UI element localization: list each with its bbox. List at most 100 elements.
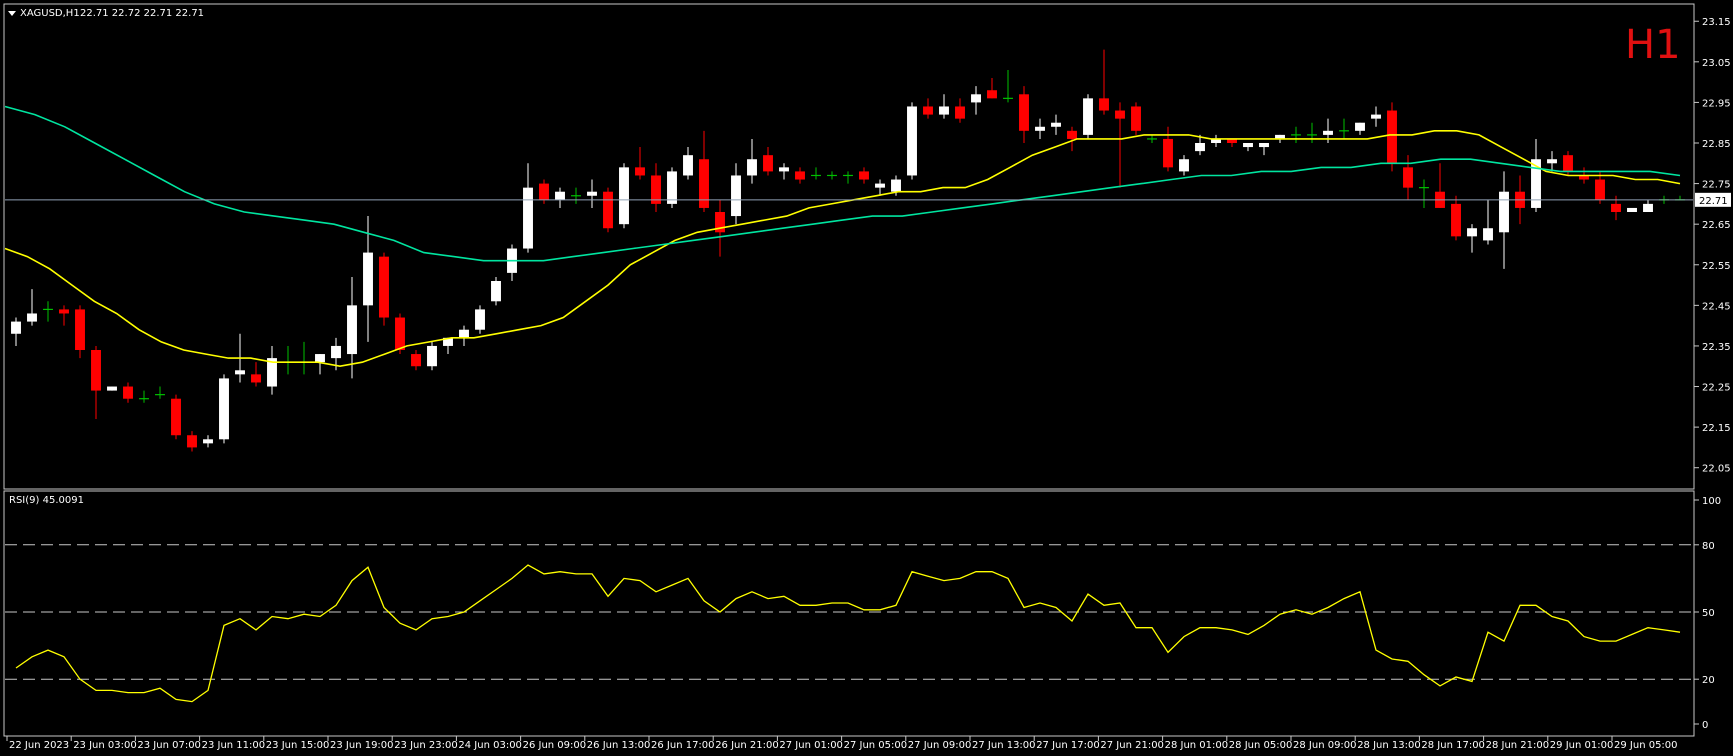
rsi-axis: 100 80 50 20 0 — [5, 496, 1721, 731]
candle-body — [459, 329, 469, 338]
candle-body — [603, 191, 613, 229]
candle — [443, 337, 453, 355]
candle — [251, 362, 261, 387]
candle — [1371, 106, 1381, 127]
candle — [667, 167, 677, 208]
candle-body — [1595, 179, 1605, 200]
candle-body — [1355, 122, 1365, 131]
candle — [1067, 126, 1077, 152]
candle-body — [59, 309, 69, 314]
price-tick-label: 22.75 — [1702, 180, 1731, 191]
time-tick-label: 27 Jun 05:00 — [844, 740, 908, 751]
candle — [763, 147, 773, 176]
ohlc-readout: 22.71 22.72 22.71 22.71 — [80, 8, 204, 19]
candle — [187, 431, 197, 452]
candle — [107, 386, 117, 391]
candle-body — [1371, 114, 1381, 119]
symbol-label: XAGUSD,H1 — [20, 8, 80, 19]
rsi-tick-label: 20 — [1702, 675, 1715, 686]
candle-body — [75, 309, 85, 350]
price-tick-label: 22.35 — [1702, 342, 1731, 353]
candle — [123, 382, 133, 403]
candle-body — [923, 106, 933, 115]
candle — [1483, 199, 1493, 245]
price-tick-label: 22.85 — [1702, 139, 1731, 150]
candle — [427, 341, 437, 371]
candle-body — [1067, 130, 1077, 139]
candle-body — [971, 94, 981, 103]
price-tick-label: 22.65 — [1702, 220, 1731, 231]
candle-body — [555, 191, 565, 200]
candle-body — [1531, 159, 1541, 208]
candle — [1051, 114, 1061, 135]
candle — [379, 252, 389, 326]
candle-body — [1243, 143, 1253, 148]
candle-body — [859, 171, 869, 180]
candle-body — [539, 183, 549, 200]
rsi-tick-label: 100 — [1702, 496, 1721, 507]
rsi-tick-label: 0 — [1702, 720, 1708, 731]
collapse-triangle-icon[interactable] — [8, 11, 16, 16]
candle-body — [219, 378, 229, 440]
candle — [395, 313, 405, 355]
candle-body — [1131, 106, 1141, 131]
candle-body — [1499, 191, 1509, 233]
candle — [747, 138, 757, 184]
candle — [1035, 118, 1045, 139]
candle-body — [667, 171, 677, 204]
candle — [987, 78, 997, 99]
candle-body — [1403, 167, 1413, 188]
candle — [27, 289, 37, 326]
candle-body — [795, 171, 805, 180]
price-tick-label: 23.15 — [1702, 17, 1731, 28]
candle-body — [1019, 94, 1029, 131]
candle-body — [1227, 138, 1237, 143]
price-tick-label: 22.25 — [1702, 383, 1731, 394]
candle — [363, 216, 373, 342]
candle — [1099, 49, 1109, 115]
time-tick-label: 29 Jun 01:00 — [1550, 740, 1614, 751]
candle — [827, 171, 837, 180]
candle — [699, 130, 709, 212]
time-tick-label: 28 Jun 01:00 — [1165, 740, 1229, 751]
candle-body — [91, 350, 101, 391]
moving-averages — [4, 105, 1681, 368]
candle — [1419, 179, 1429, 208]
candle — [971, 86, 981, 115]
candle-body — [363, 252, 373, 306]
timeframe-badge: H1 — [1625, 22, 1681, 68]
candle — [1083, 94, 1093, 139]
candle-body — [315, 354, 325, 363]
candle — [267, 345, 277, 395]
candle — [1675, 195, 1685, 201]
candle-body — [1579, 175, 1589, 180]
candle — [923, 98, 933, 119]
candle-body — [411, 354, 421, 367]
candle — [1003, 69, 1013, 103]
candle — [843, 171, 853, 184]
candle-body — [891, 179, 901, 192]
candle-body — [1099, 98, 1109, 111]
rsi-tick-label: 80 — [1702, 541, 1715, 552]
candle — [507, 244, 517, 281]
candle — [491, 276, 501, 306]
candle — [1019, 86, 1029, 143]
price-tick-label: 22.95 — [1702, 98, 1731, 109]
rsi-tick-label: 50 — [1702, 608, 1715, 619]
candle-body — [1083, 98, 1093, 135]
candle — [1627, 207, 1637, 212]
time-tick-label: 23 Jun 07:00 — [137, 740, 201, 751]
candle-body — [1563, 155, 1573, 172]
candle-body — [27, 313, 37, 322]
candle — [683, 147, 693, 180]
candle-body — [731, 175, 741, 217]
candle-body — [379, 256, 389, 318]
candle — [1467, 224, 1477, 253]
time-tick-label: 29 Jun 05:00 — [1614, 740, 1678, 751]
candle — [1131, 102, 1141, 135]
price-tag — [1695, 192, 1731, 207]
candle-body — [347, 305, 357, 355]
candle — [635, 147, 645, 180]
candle — [1243, 143, 1253, 152]
